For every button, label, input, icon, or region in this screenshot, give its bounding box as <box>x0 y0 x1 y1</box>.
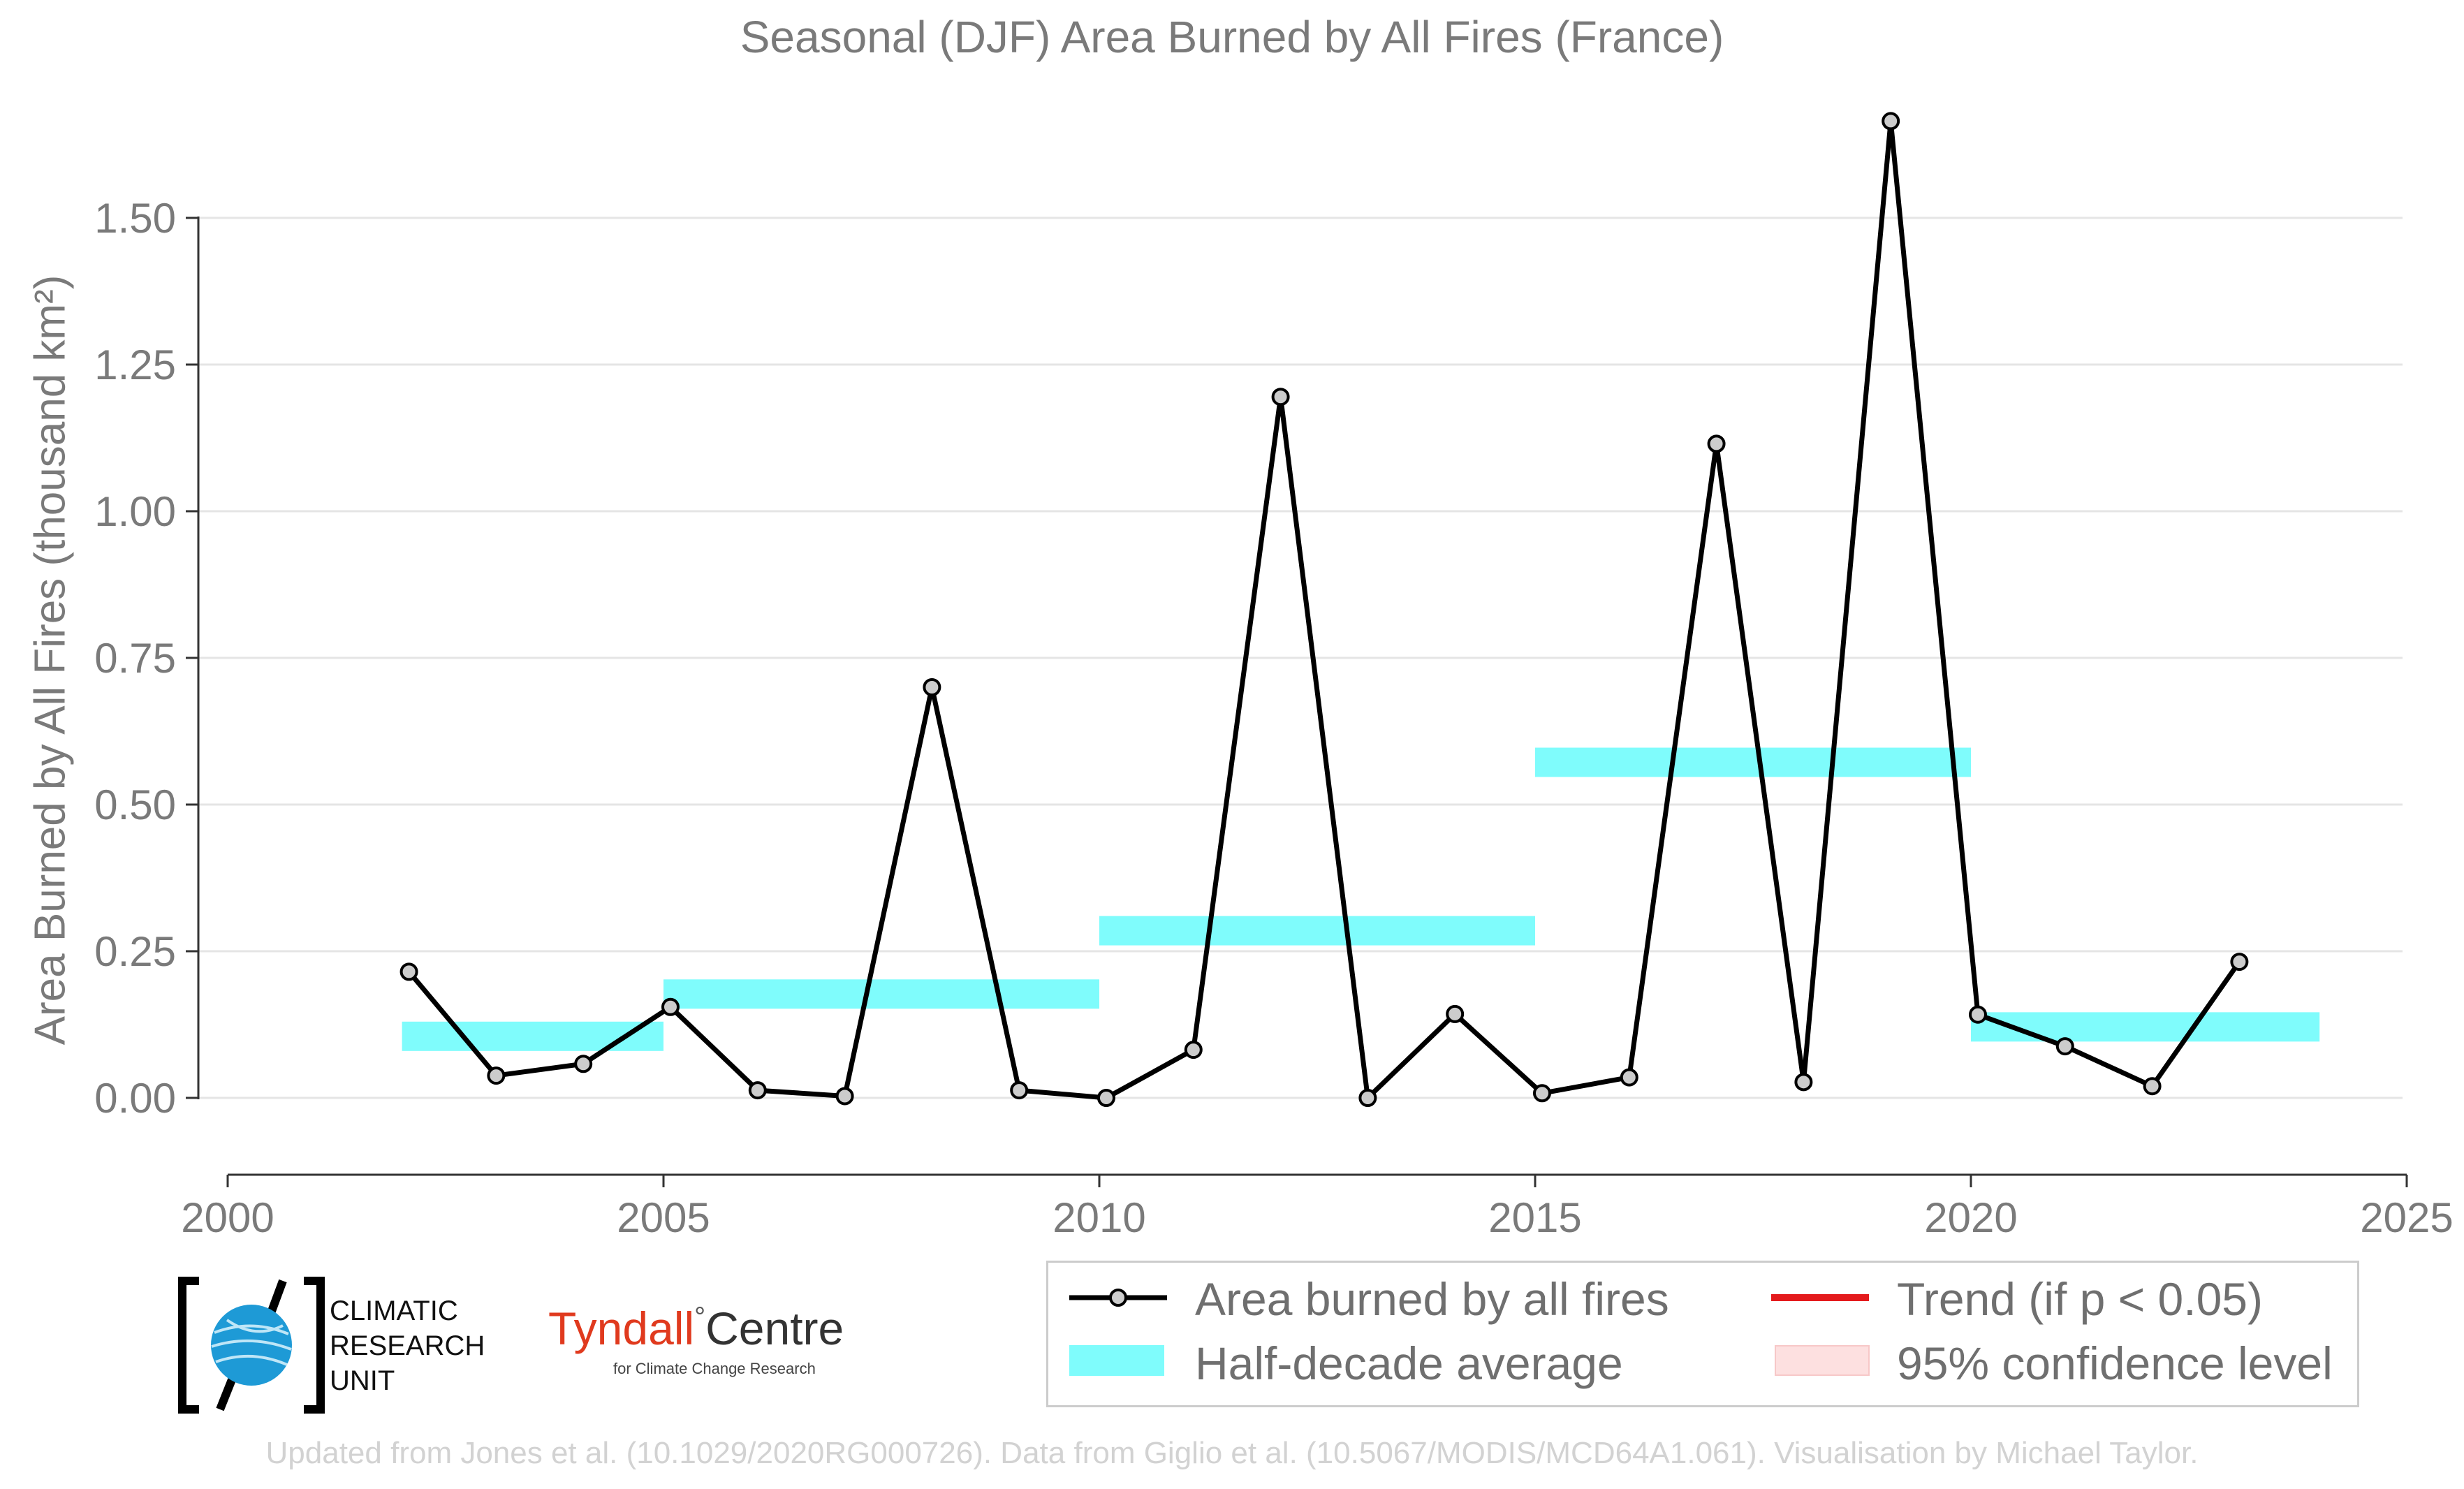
x-tick-label: 2010 <box>1053 1194 1145 1241</box>
data-point <box>2230 953 2249 971</box>
y-tick-label: 0.00 <box>94 1075 176 1122</box>
data-point <box>2143 1077 2162 1096</box>
x-tick-label: 2025 <box>2360 1194 2453 1241</box>
data-point <box>487 1066 506 1085</box>
legend-swatch-trend <box>1771 1294 1869 1301</box>
half-decade-average-bar <box>402 1021 663 1051</box>
tyndall-logo: Tyndall°Centre <box>548 1302 844 1355</box>
data-point <box>2055 1037 2074 1056</box>
cru-logo-text: CLIMATIC RESEARCH UNIT <box>330 1293 485 1398</box>
legend-swatch-half-decade <box>1069 1345 1164 1376</box>
x-tick-label: 2000 <box>181 1194 274 1241</box>
data-point <box>399 962 418 981</box>
half-decade-average-bar <box>1099 916 1535 946</box>
chart-legend: Area burned by all fires Trend (if p < 0… <box>1046 1261 2359 1407</box>
tyndall-name: Tyndall <box>548 1303 695 1354</box>
chart-title: Seasonal (DJF) Area Burned by All Fires … <box>740 12 1724 62</box>
legend-label-confidence: 95% confidence level <box>1897 1337 2333 1389</box>
data-point <box>923 678 941 696</box>
half-decade-average-bar <box>663 979 1099 1009</box>
data-point <box>1271 388 1290 406</box>
half-decade-average-bar <box>1971 1012 2320 1042</box>
y-tick-label: 1.25 <box>94 342 176 388</box>
chart-plot-area: 0.00 0.25 0.50 0.75 1.00 1.25 1.50 2000 2005 2010… <box>94 112 2454 1241</box>
legend-swatch-confidence <box>1775 1345 1870 1376</box>
y-tick-label: 0.75 <box>94 635 176 682</box>
data-point <box>1794 1073 1813 1092</box>
x-tick-label: 2015 <box>1488 1194 1581 1241</box>
cru-line-3: UNIT <box>330 1365 395 1396</box>
data-point <box>574 1055 593 1073</box>
data-point <box>1010 1081 1029 1100</box>
x-tick-label: 2020 <box>1924 1194 2017 1241</box>
y-tick-label: 0.25 <box>94 928 176 975</box>
cru-line-2: RESEARCH <box>330 1330 485 1361</box>
y-tick-label: 1.50 <box>94 195 176 242</box>
data-point <box>1620 1068 1638 1087</box>
data-point <box>1097 1089 1115 1107</box>
legend-label-trend: Trend (if p < 0.05) <box>1897 1273 2263 1325</box>
tyndall-degree: ° <box>694 1302 706 1333</box>
x-tick-label: 2005 <box>617 1194 710 1241</box>
y-tick-label: 1.00 <box>94 488 176 535</box>
data-point <box>1358 1089 1377 1107</box>
data-point <box>835 1087 854 1106</box>
tyndall-centre: Centre <box>705 1303 844 1354</box>
data-point <box>1532 1084 1551 1103</box>
data-point <box>748 1081 767 1100</box>
half-decade-average-bar <box>1535 747 1971 777</box>
footer-credit: Updated from Jones et al. (10.1029/2020R… <box>265 1436 2199 1470</box>
tyndall-subtitle: for Climate Change Research <box>613 1360 816 1377</box>
data-point <box>1184 1041 1203 1059</box>
data-point <box>661 997 680 1016</box>
data-point <box>1707 434 1726 453</box>
legend-swatch-line-marker <box>1069 1289 1167 1307</box>
data-point <box>1882 112 1900 131</box>
series-line <box>406 118 2242 1101</box>
cru-line-1: CLIMATIC <box>330 1296 458 1326</box>
data-point <box>1446 1004 1465 1023</box>
legend-label-half-decade: Half-decade average <box>1195 1337 1623 1389</box>
y-tick-label: 0.50 <box>94 782 176 828</box>
legend-label-area-burned: Area burned by all fires <box>1195 1273 1669 1325</box>
cru-logo <box>178 1277 325 1414</box>
data-point <box>1968 1005 1987 1024</box>
